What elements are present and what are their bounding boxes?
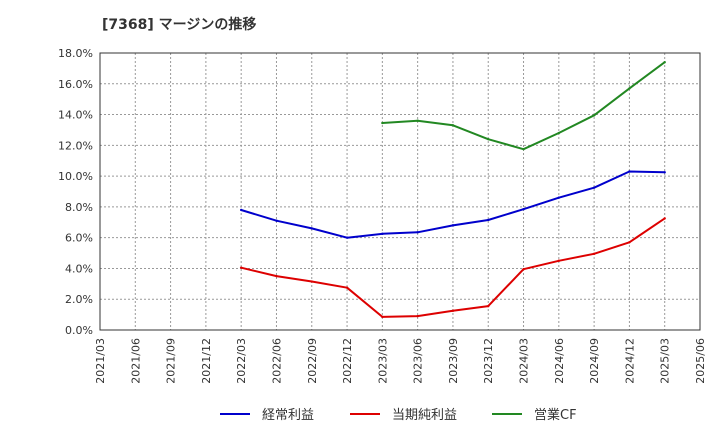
data-point-series-1 (239, 208, 243, 212)
y-tick-label: 8.0% (65, 201, 93, 214)
y-tick-label: 18.0% (58, 47, 93, 60)
y-tick-label: 12.0% (58, 139, 93, 152)
x-tick-label: 2022/03 (235, 338, 248, 384)
plot-frame (99, 52, 701, 331)
data-point-series-2 (522, 268, 525, 271)
legend-label-1: 経常利益 (262, 408, 314, 423)
data-point-series-2 (451, 309, 455, 312)
data-point-series-2 (557, 259, 561, 262)
x-tick-label: 2022/09 (306, 338, 319, 384)
data-point-series-2 (275, 274, 278, 278)
data-point-series-1 (592, 186, 596, 189)
data-point-series-3 (663, 61, 666, 64)
data-point-series-2 (487, 304, 490, 308)
data-point-series-3 (487, 137, 490, 141)
data-point-series-3 (416, 119, 419, 122)
y-tick-label: 2.0% (65, 293, 93, 306)
legend-label-2: 当期純利益 (392, 408, 457, 423)
data-point-series-1 (663, 171, 666, 174)
x-tick-label: 2025/06 (694, 338, 707, 384)
data-point-series-2 (416, 314, 419, 318)
x-tick-label: 2021/09 (165, 338, 178, 384)
y-tick-label: 6.0% (65, 232, 93, 245)
data-point-series-1 (451, 224, 455, 227)
x-tick-label: 2025/03 (659, 338, 672, 384)
x-tick-label: 2023/06 (412, 338, 425, 384)
x-tick-label: 2021/06 (129, 338, 142, 384)
data-point-series-2 (345, 286, 349, 289)
data-point-series-3 (628, 87, 631, 90)
data-point-series-2 (592, 252, 596, 256)
y-tick-label: 14.0% (58, 109, 93, 122)
y-tick-label: 0.0% (65, 324, 93, 337)
data-point-series-3 (592, 114, 596, 117)
y-tick-label: 10.0% (58, 170, 93, 183)
x-tick-label: 2023/12 (482, 338, 495, 384)
data-point-series-1 (522, 207, 525, 211)
x-tick-label: 2024/06 (553, 338, 566, 384)
legend-label-3: 営業CF (534, 407, 577, 423)
data-point-series-2 (381, 315, 384, 319)
data-point-series-3 (557, 131, 561, 135)
x-tick-label: 2023/09 (447, 338, 460, 384)
data-point-series-1 (487, 218, 490, 222)
x-tick-label: 2023/03 (376, 338, 389, 384)
data-point-series-2 (310, 280, 313, 283)
data-point-series-1 (557, 196, 561, 199)
data-point-series-1 (345, 236, 349, 239)
x-tick-label: 2021/12 (200, 338, 213, 384)
data-point-series-2 (628, 241, 631, 244)
data-point-series-3 (522, 147, 525, 151)
data-point-series-3 (451, 124, 455, 127)
data-point-series-1 (381, 232, 384, 236)
data-point-series-2 (663, 217, 666, 220)
x-tick-label: 2024/09 (588, 338, 601, 384)
data-point-series-1 (275, 219, 278, 222)
y-tick-label: 16.0% (58, 78, 93, 91)
data-point-series-1 (416, 231, 419, 234)
x-tick-label: 2022/06 (270, 338, 283, 384)
data-point-series-3 (381, 121, 384, 125)
data-point-series-1 (628, 170, 631, 173)
x-tick-label: 2022/12 (341, 338, 354, 384)
x-tick-label: 2024/03 (518, 338, 531, 384)
data-point-series-1 (310, 227, 313, 230)
data-point-series-2 (239, 266, 243, 269)
y-tick-label: 4.0% (65, 262, 93, 275)
chart-title: [7368] マージンの推移 (102, 17, 257, 33)
x-tick-label: 2024/12 (623, 338, 636, 384)
x-tick-label: 2021/03 (94, 338, 107, 384)
